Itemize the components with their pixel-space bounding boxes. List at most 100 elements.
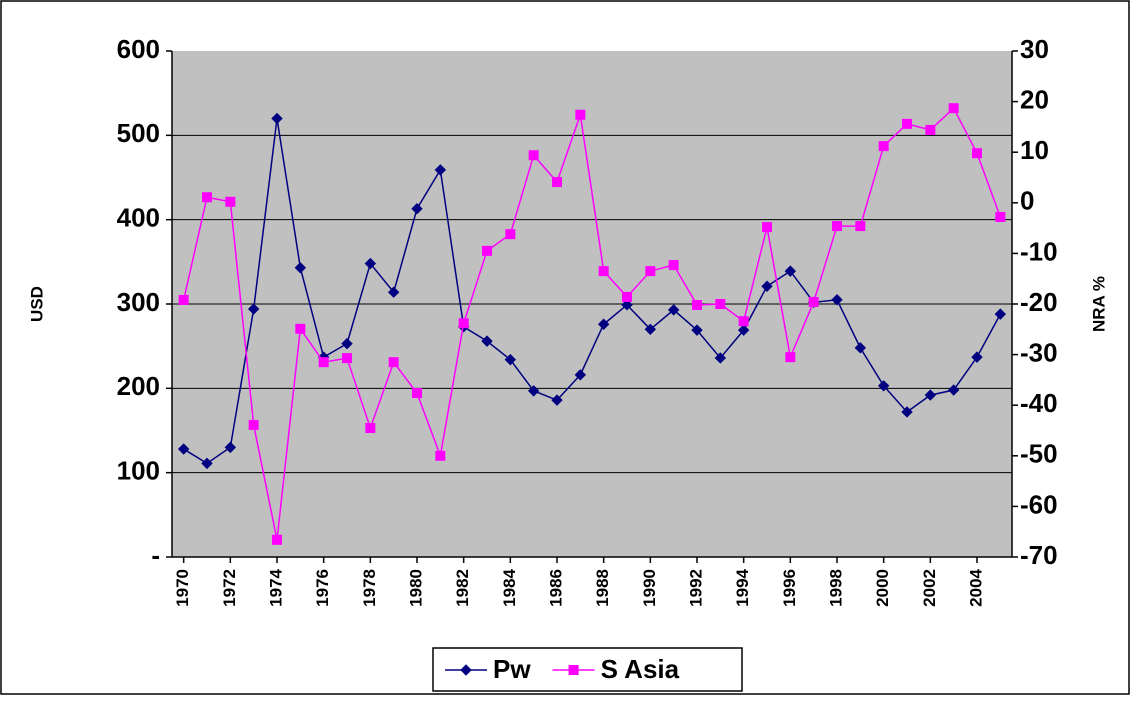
point xyxy=(621,299,633,311)
point xyxy=(901,406,913,418)
point xyxy=(411,202,423,215)
point xyxy=(925,124,936,135)
point xyxy=(224,441,237,454)
x-tick-label: 1992 xyxy=(686,569,705,607)
point xyxy=(387,286,400,298)
point xyxy=(761,280,773,292)
y-tick-label: 400 xyxy=(117,203,160,233)
point xyxy=(715,299,726,309)
y-tick-label: 600 xyxy=(117,34,160,64)
point xyxy=(575,109,586,120)
y2-axis-label: NRA % xyxy=(1089,276,1108,332)
x-tick-label: 1970 xyxy=(173,569,192,607)
x-tick-label: 1980 xyxy=(406,569,425,607)
y2-tick-label: 0 xyxy=(1020,186,1034,216)
y2-tick-label: -50 xyxy=(1020,439,1058,469)
point xyxy=(738,316,749,327)
point xyxy=(877,380,890,392)
point xyxy=(295,323,306,334)
y-tick-label: 100 xyxy=(117,456,160,486)
point xyxy=(924,389,937,401)
legend-label: Pw xyxy=(493,654,531,684)
point xyxy=(714,352,727,364)
point xyxy=(504,353,517,366)
x-tick-label: 1996 xyxy=(780,569,799,607)
legend-label: S Asia xyxy=(601,654,680,684)
x-tick-label: 1986 xyxy=(546,569,565,607)
series-line xyxy=(183,118,1001,465)
point xyxy=(527,385,540,397)
point xyxy=(481,335,493,347)
x-tick-label: 2004 xyxy=(966,568,985,606)
y2-tick-label: 20 xyxy=(1020,84,1049,114)
x-tick-label: 1978 xyxy=(360,569,379,607)
point xyxy=(482,245,492,256)
x-tick-label: 1990 xyxy=(640,569,659,607)
y2-tick-label: -60 xyxy=(1020,489,1058,519)
point xyxy=(598,266,609,277)
point xyxy=(177,443,190,455)
point xyxy=(692,300,702,311)
point xyxy=(971,351,983,363)
point xyxy=(365,422,376,433)
point xyxy=(574,369,587,381)
point xyxy=(622,291,632,302)
point xyxy=(597,318,610,330)
x-tick-label: 1972 xyxy=(220,569,239,607)
point xyxy=(568,665,579,675)
y2-tick-label: -30 xyxy=(1020,337,1058,367)
point xyxy=(225,196,236,207)
y2-tick-label: 30 xyxy=(1020,34,1049,64)
point xyxy=(388,357,399,368)
point xyxy=(342,353,352,364)
x-tick-label: 1976 xyxy=(313,569,332,607)
point xyxy=(458,318,469,329)
x-tick-label: 1994 xyxy=(733,568,752,606)
x-tick-label: 1984 xyxy=(500,568,519,606)
point xyxy=(341,337,353,350)
point xyxy=(667,304,680,316)
point xyxy=(831,294,843,306)
point xyxy=(201,457,213,470)
point xyxy=(294,262,307,274)
point xyxy=(668,260,679,271)
y2-tick-label: -10 xyxy=(1020,236,1058,266)
y2-tick-label: -40 xyxy=(1020,388,1058,418)
point xyxy=(947,384,960,396)
point xyxy=(854,342,867,354)
y2-tick-label: 10 xyxy=(1020,135,1049,165)
point xyxy=(832,221,842,232)
point xyxy=(972,148,982,159)
x-tick-label: 1974 xyxy=(266,568,285,606)
point xyxy=(552,177,562,188)
point xyxy=(994,308,1007,320)
point xyxy=(247,303,260,315)
point xyxy=(318,357,329,368)
point xyxy=(460,664,472,676)
point xyxy=(878,141,889,152)
point xyxy=(644,323,657,336)
point xyxy=(645,266,656,277)
point xyxy=(271,112,283,125)
x-tick-label: 1982 xyxy=(453,569,472,607)
point xyxy=(528,150,539,161)
series-line xyxy=(182,106,1002,540)
point xyxy=(808,296,819,307)
point xyxy=(435,450,446,461)
x-tick-label: 2000 xyxy=(873,569,892,607)
point xyxy=(691,324,703,336)
point xyxy=(902,118,912,129)
x-tick-label: 2002 xyxy=(920,569,939,607)
point xyxy=(248,419,259,430)
point xyxy=(434,164,447,176)
point xyxy=(178,294,189,305)
x-tick-label: 1988 xyxy=(593,569,612,607)
point xyxy=(784,265,797,277)
point xyxy=(551,394,563,406)
point xyxy=(995,211,1006,222)
x-tick-label: 1998 xyxy=(826,569,845,607)
point xyxy=(948,103,959,114)
point xyxy=(272,534,282,545)
y-tick-label: - xyxy=(151,540,160,570)
